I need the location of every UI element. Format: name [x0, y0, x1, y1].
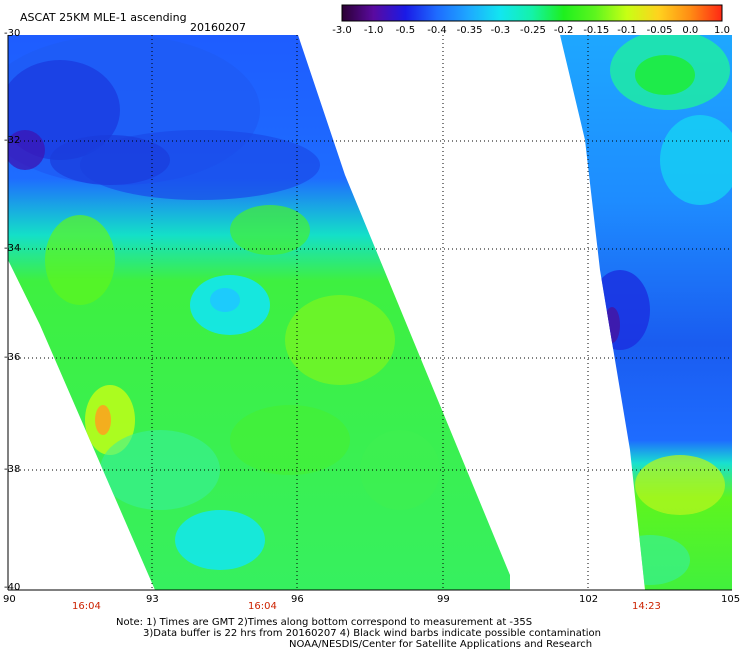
- note-line-1: Note: 1) Times are GMT 2)Times along bot…: [116, 617, 533, 628]
- swath-b: [560, 35, 732, 590]
- colorbar-tick-label: -0.1: [617, 25, 637, 36]
- time-label: 16:04: [72, 601, 101, 612]
- colorbar-tick-label: 0.0: [682, 25, 699, 36]
- note-line-3: NOAA/NESDIS/Center for Satellite Applica…: [289, 639, 593, 650]
- lat-label: -38: [4, 464, 21, 475]
- lat-label: -34: [4, 243, 21, 254]
- date-label: 20160207: [190, 21, 246, 34]
- lat-label: -32: [4, 135, 21, 146]
- graticule: [8, 35, 732, 590]
- colorbar-tick-label: -0.3: [490, 25, 511, 36]
- time-label: 14:23: [632, 601, 661, 612]
- lon-label: 93: [146, 594, 159, 605]
- colorbar-tick-label: 1.0: [714, 25, 730, 36]
- colorbar-tick-label: -0.35: [456, 25, 483, 36]
- lon-label: 99: [437, 594, 450, 605]
- swath-a: [8, 35, 510, 590]
- lon-label: 90: [3, 594, 16, 605]
- colorbar-tick-label: -0.05: [646, 25, 673, 36]
- colorbar-tick-label: -1.0: [363, 25, 384, 36]
- colorbar-gradient: [341, 4, 723, 22]
- colorbar-tick-label: -0.2: [553, 25, 574, 36]
- lat-label: -40: [4, 582, 21, 593]
- colorbar-tick-label: -0.4: [427, 25, 447, 36]
- lat-label: -36: [4, 352, 21, 363]
- note-line-2: 3)Data buffer is 22 hrs from 20160207 4)…: [143, 628, 601, 639]
- colorbar-tick-label: -0.25: [520, 25, 546, 36]
- colorbar-tick-label: -0.5: [395, 25, 416, 36]
- product-title: ASCAT 25KM MLE-1 ascending: [20, 11, 187, 24]
- colorbar-tick-label: -3.0: [332, 25, 352, 36]
- colorbar-tick-label: -0.15: [583, 25, 610, 36]
- map-frame: [7, 35, 732, 591]
- colorbar: [341, 4, 723, 22]
- lon-label: 96: [291, 594, 304, 605]
- time-label: 16:04: [248, 601, 277, 612]
- lon-label: 105: [721, 594, 740, 605]
- lon-label: 102: [579, 594, 599, 605]
- lat-label: -30: [4, 28, 21, 39]
